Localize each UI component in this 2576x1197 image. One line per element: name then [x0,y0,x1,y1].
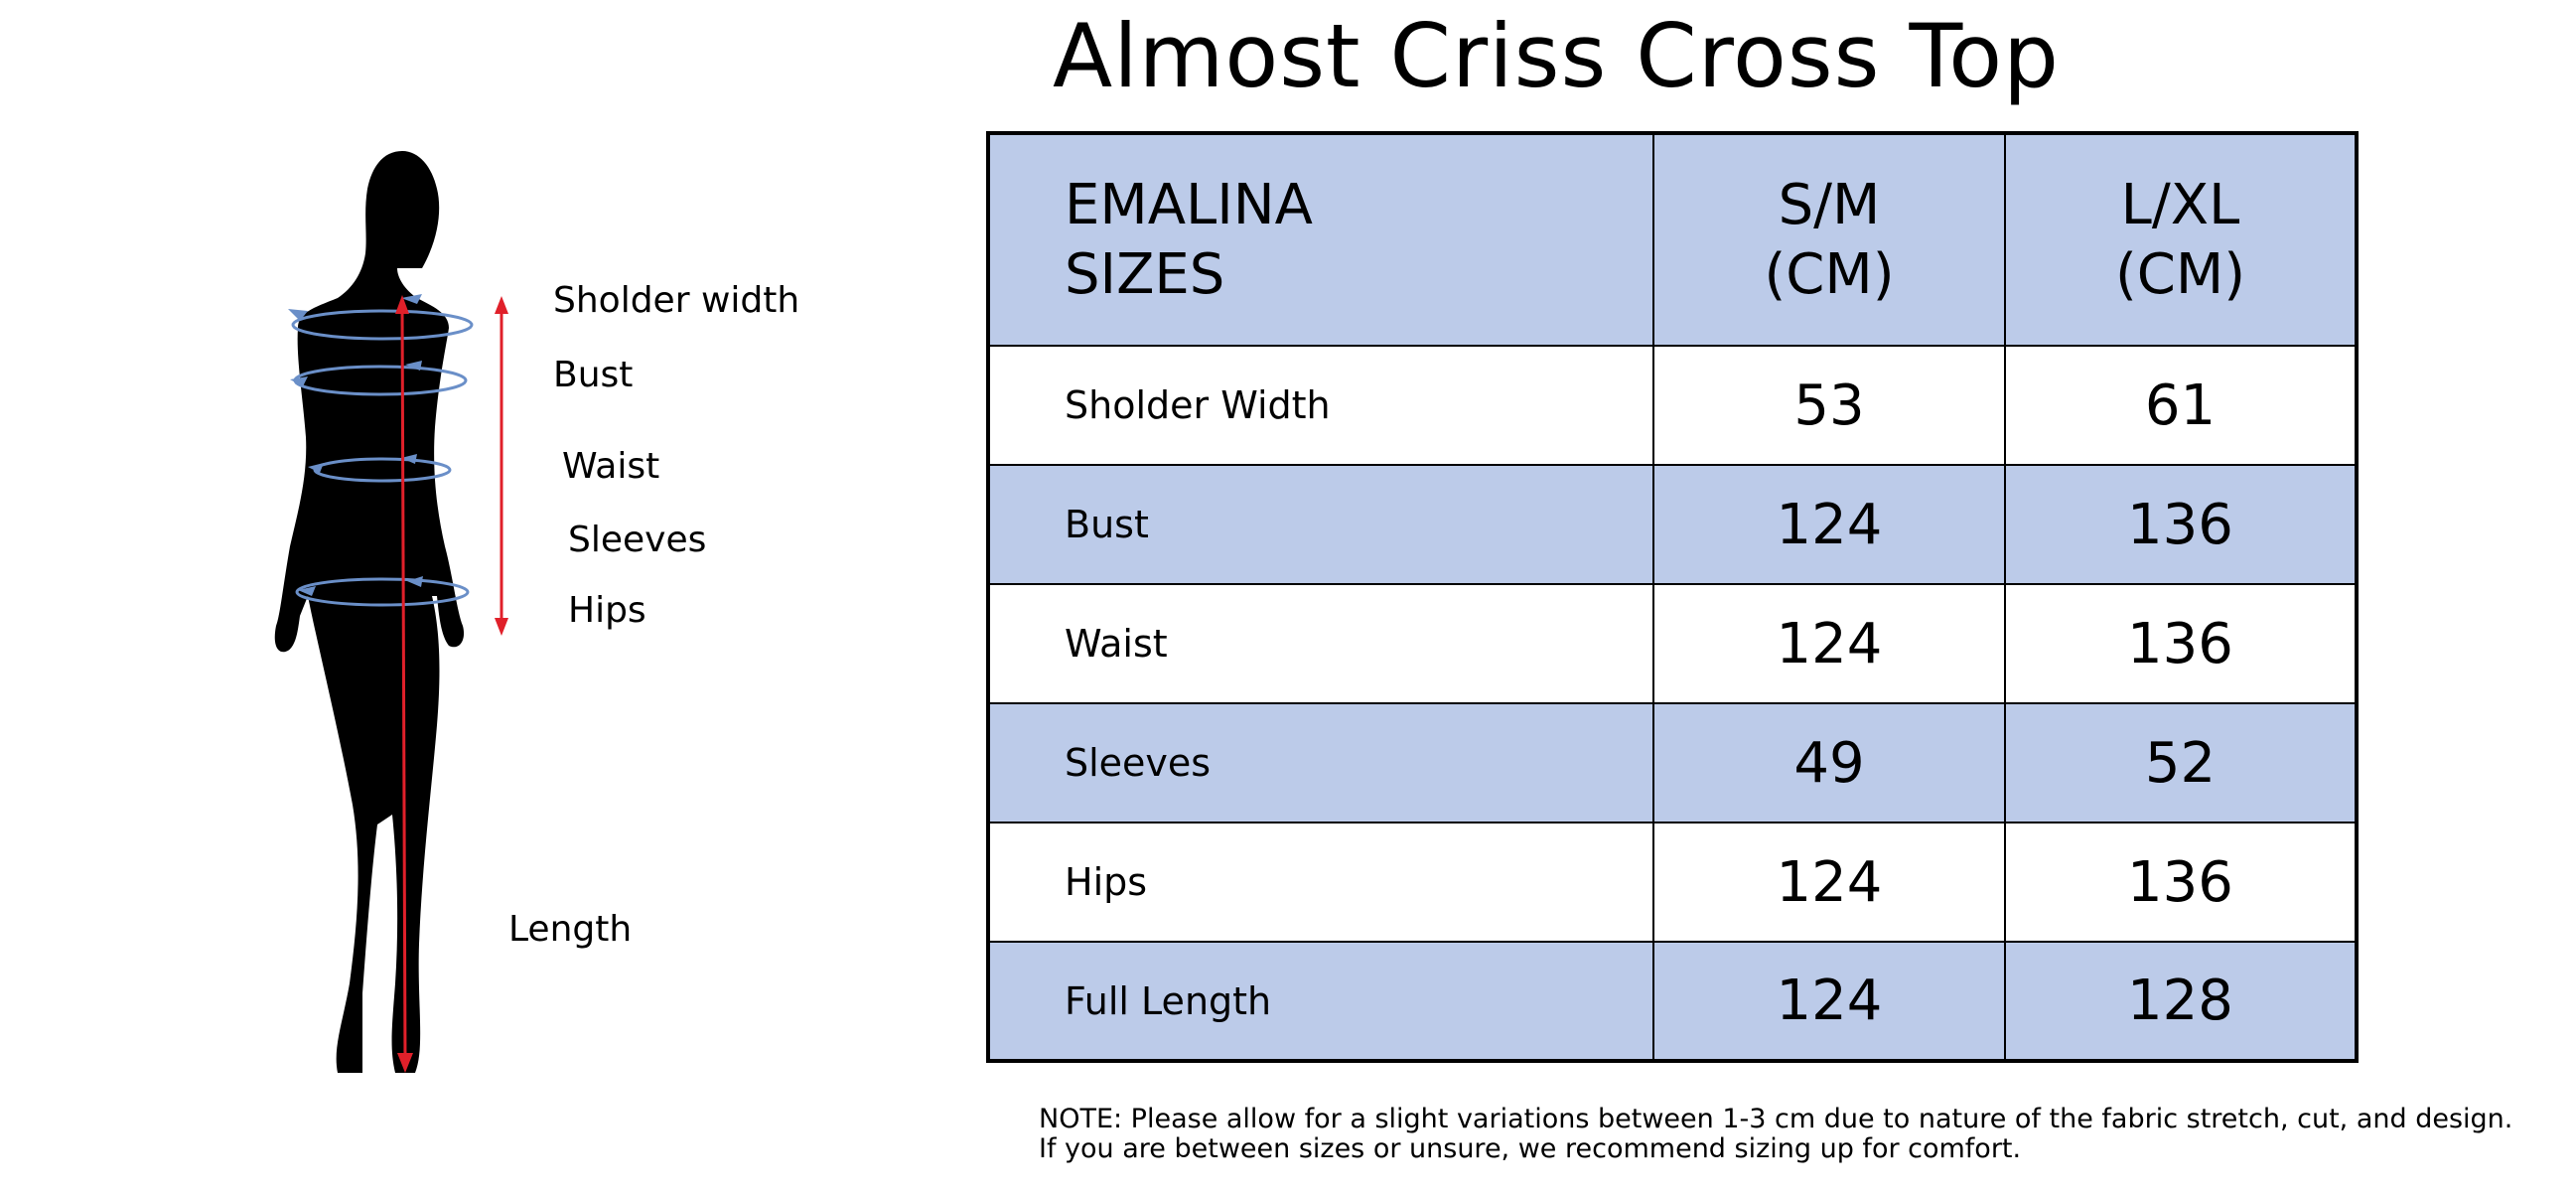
row-value-lxl: 136 [2004,822,2358,943]
label-sleeves: Sleeves [568,520,707,560]
header-sm-line1: S/M [1778,172,1881,237]
label-waist: Waist [562,446,660,487]
label-shoulder: Sholder width [553,280,800,321]
row-label: Waist [987,583,1654,704]
row-label: Full Length [987,941,1654,1062]
header-sizes-line1: EMALINA [1065,172,1313,237]
label-hips: Hips [568,590,646,631]
body-measurement-figure: Sholder width Bust Waist Sleeves Hips Le… [228,129,864,1093]
label-bust: Bust [553,355,634,395]
header-lxl-line2: (CM) [2114,241,2246,307]
row-value-sm: 124 [1652,822,2006,943]
table-header-row: EMALINA SIZES S/M (CM) L/XL (CM) [987,132,2358,347]
row-value-lxl: 136 [2004,464,2358,585]
row-value-sm: 124 [1652,941,2006,1062]
note-line-2: If you are between sizes or unsure, we r… [1039,1133,2022,1165]
table-row: Hips 124 136 [987,822,2358,943]
table-row: Bust 124 136 [987,464,2358,585]
row-value-lxl: 52 [2004,702,2358,823]
header-lxl-line1: L/XL [2120,172,2240,237]
header-sm: S/M (CM) [1652,132,2006,347]
label-length: Length [508,909,633,950]
row-value-sm: 124 [1652,583,2006,704]
row-label: Sleeves [987,702,1654,823]
note-line-1: NOTE: Please allow for a slight variatio… [1039,1104,2513,1134]
table-row: Full Length 124 128 [987,941,2358,1062]
table-row: Sholder Width 53 61 [987,345,2358,466]
header-lxl: L/XL (CM) [2004,132,2358,347]
row-label: Hips [987,822,1654,943]
row-label: Sholder Width [987,345,1654,466]
row-value-sm: 124 [1652,464,2006,585]
row-value-lxl: 61 [2004,345,2358,466]
row-value-sm: 53 [1652,345,2006,466]
row-value-lxl: 128 [2004,941,2358,1062]
woman-silhouette-icon [274,151,508,1073]
row-value-lxl: 136 [2004,583,2358,704]
table-row: Sleeves 49 52 [987,702,2358,823]
row-value-sm: 49 [1652,702,2006,823]
page-title: Almost Criss Cross Top [1053,5,2060,107]
header-sizes-line2: SIZES [1065,241,1225,307]
sizing-note: NOTE: Please allow for a slight variatio… [1039,1104,2513,1165]
header-sizes: EMALINA SIZES [987,132,1654,347]
header-sm-line2: (CM) [1764,241,1895,307]
table-row: Waist 124 136 [987,583,2358,704]
size-table: EMALINA SIZES S/M (CM) L/XL (CM) Sholder… [986,131,2359,1063]
row-label: Bust [987,464,1654,585]
